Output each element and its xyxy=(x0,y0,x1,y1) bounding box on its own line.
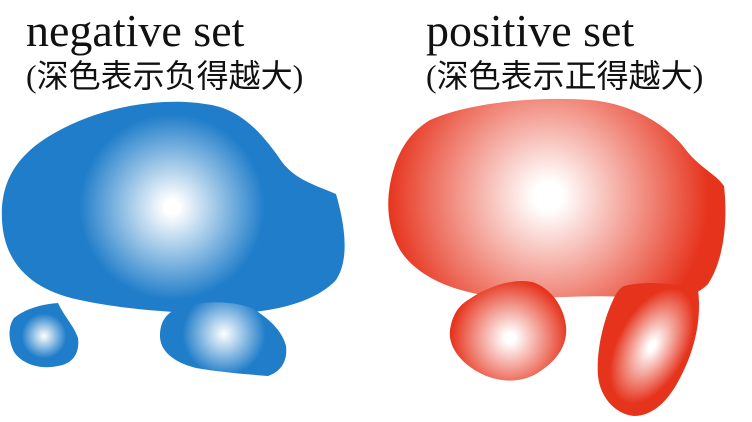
positive-small-blob-left xyxy=(449,280,567,381)
negative-small-blob-right xyxy=(160,302,287,376)
negative-set-caption: negative set (深色表示负得越大) xyxy=(26,5,304,94)
positive-small-blob-right xyxy=(597,283,700,416)
negative-set-title: negative set xyxy=(26,5,245,56)
positive-set-caption: positive set (深色表示正得越大) xyxy=(426,5,704,94)
negative-large-blob xyxy=(1,101,345,314)
negative-small-blob-left xyxy=(9,303,79,368)
positive-set-title: positive set xyxy=(426,5,635,56)
positive-set-note: (深色表示正得越大) xyxy=(426,58,704,94)
positive-large-blob xyxy=(388,98,726,302)
negative-set-note: (深色表示负得越大) xyxy=(26,58,304,94)
